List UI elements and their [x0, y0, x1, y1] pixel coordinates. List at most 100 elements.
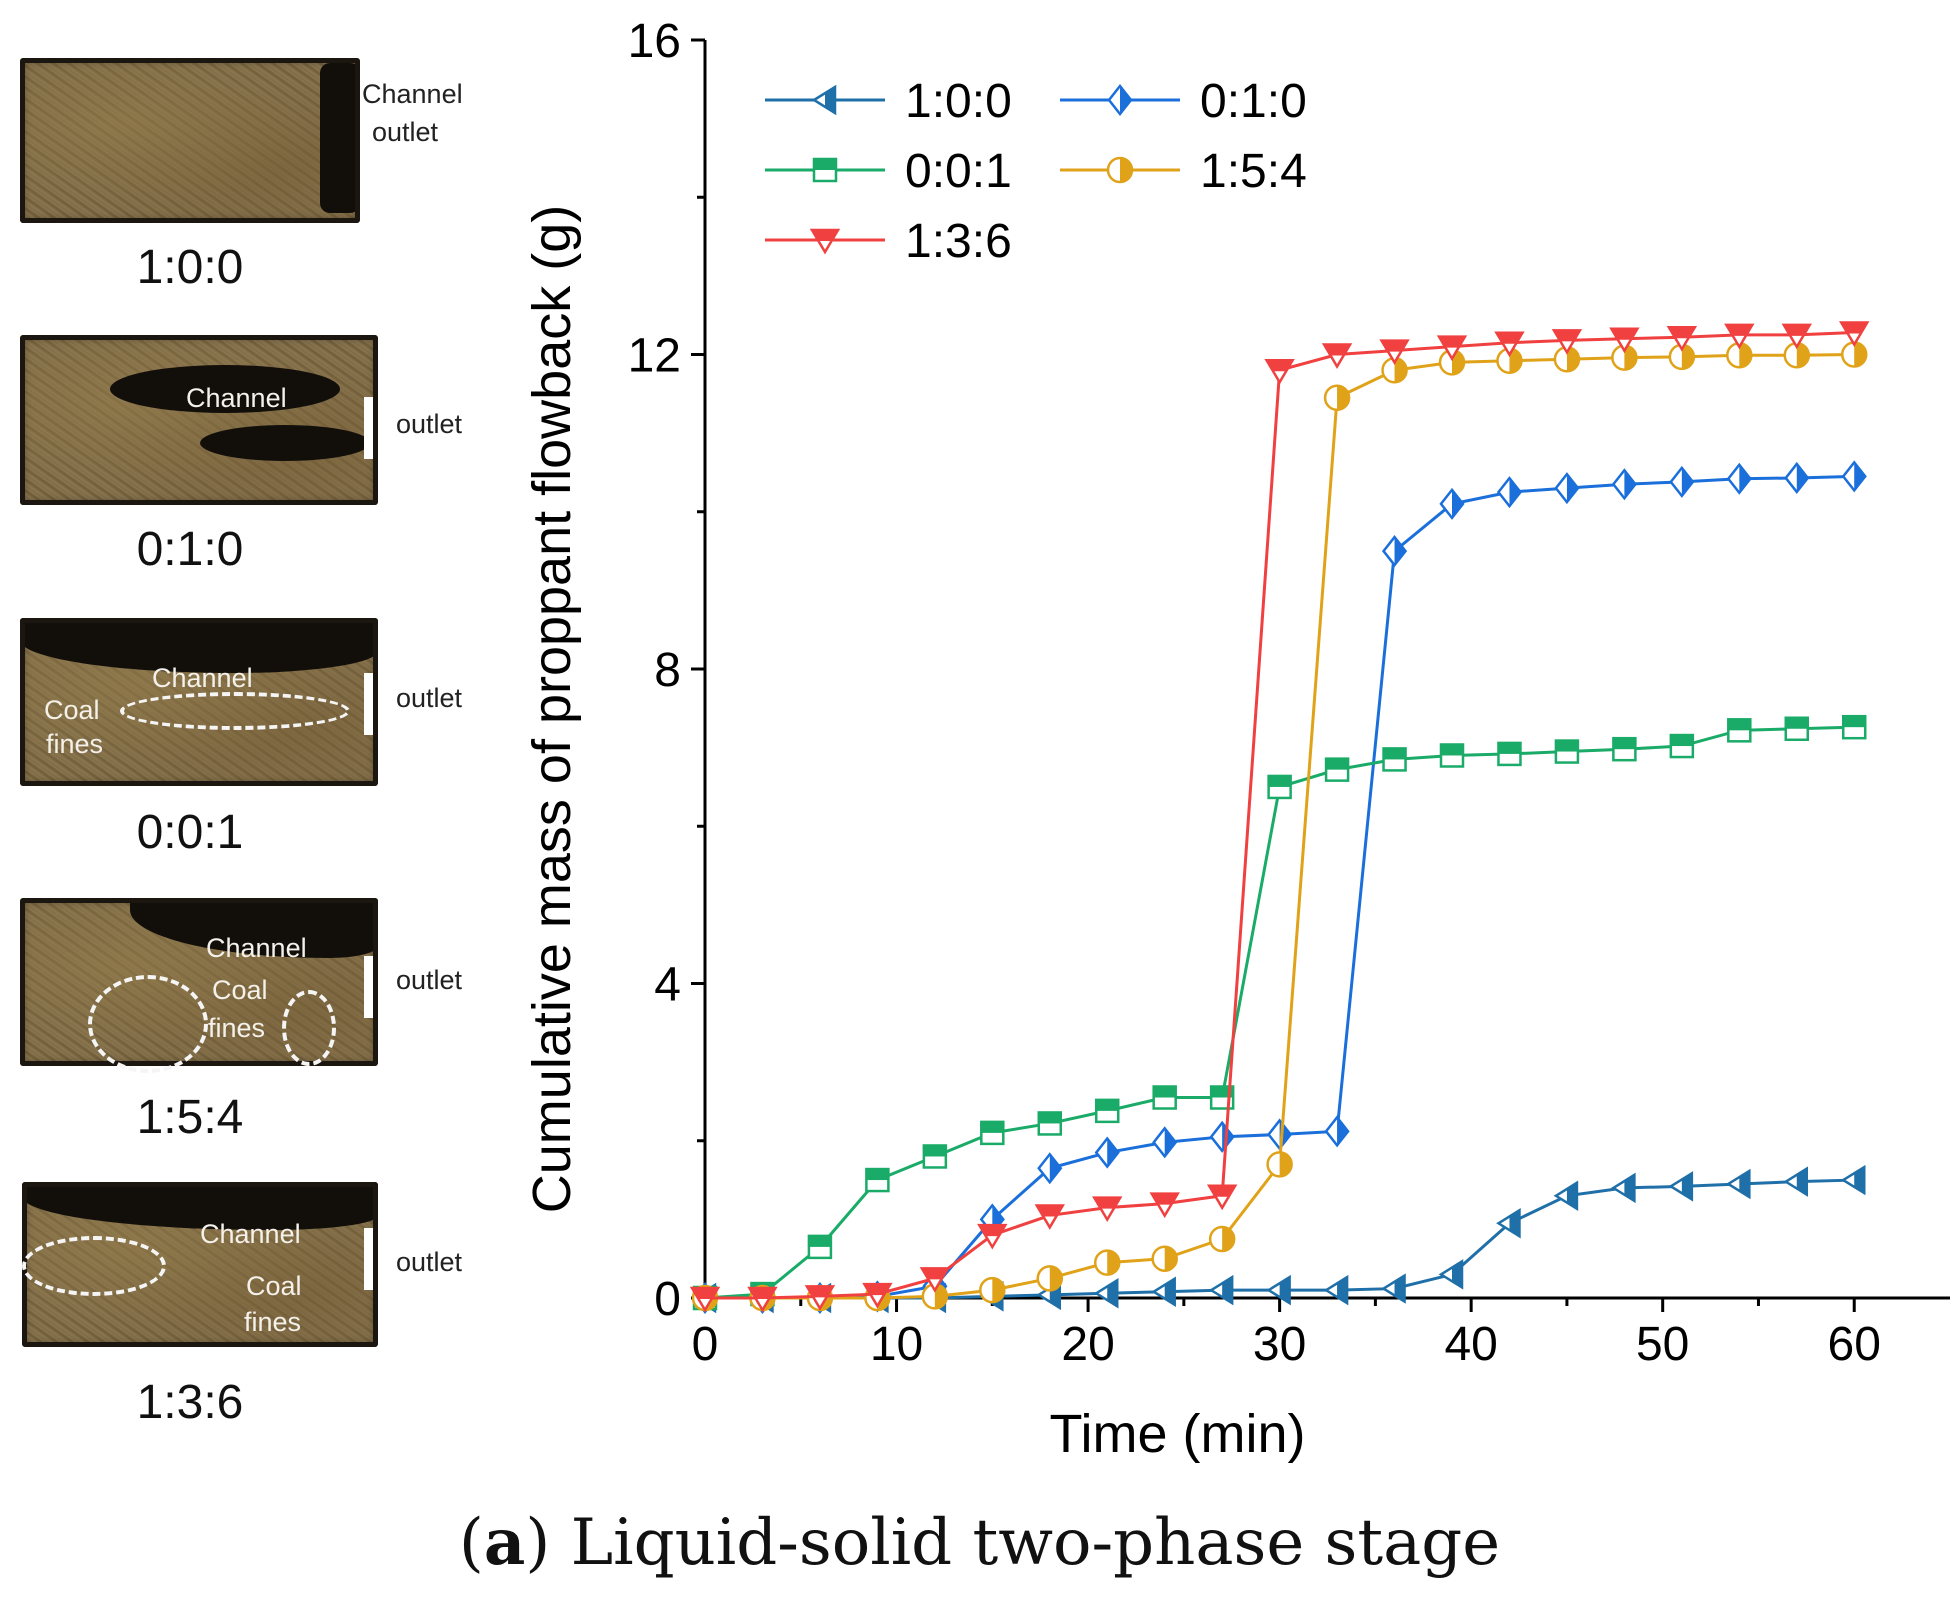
point-fill	[749, 1288, 776, 1299]
point-fill	[806, 1286, 833, 1298]
annotation-outlet: outlet	[396, 965, 463, 995]
point-fill	[1394, 358, 1407, 383]
data-point	[1208, 1225, 1236, 1253]
data-point	[1321, 343, 1353, 369]
annotation-outlet: outlet	[396, 1247, 463, 1277]
point-fill	[992, 1278, 1005, 1303]
x-tick-label: 10	[870, 1318, 923, 1371]
data-point	[1439, 743, 1465, 768]
data-point	[1724, 323, 1755, 350]
point-fill	[1107, 1280, 1118, 1307]
y-axis-label: Cumulative mass of proppant flowback (g)	[522, 205, 582, 1213]
point-fill	[1439, 336, 1465, 348]
point-fill	[1337, 1117, 1349, 1146]
data-point	[1037, 1111, 1063, 1136]
point-fill	[1036, 1205, 1063, 1217]
point-fill	[1211, 1086, 1234, 1098]
annotation-channel: Channel	[206, 933, 307, 963]
sample-label: 1:5:4	[136, 1091, 244, 1144]
legend-item: 1:5:4	[1060, 145, 1307, 198]
point-fill	[1613, 738, 1636, 750]
data-point	[1438, 1259, 1464, 1290]
data-point	[1668, 343, 1696, 371]
legend-item: 1:3:6	[765, 215, 1012, 268]
data-point	[1209, 1120, 1235, 1153]
series-1-3-6	[689, 321, 1870, 1313]
x-tick-label: 60	[1828, 1318, 1881, 1371]
data-point	[1611, 1172, 1636, 1204]
data-point	[1381, 356, 1408, 384]
annotation-outlet: outlet	[396, 409, 463, 439]
data-point	[1093, 1249, 1121, 1276]
point-fill	[1279, 1152, 1292, 1177]
point-fill	[1452, 1261, 1462, 1288]
annotation-fines: fines	[244, 1307, 302, 1337]
series-line	[704, 725, 1855, 1300]
annotation-coal: Coal	[212, 975, 268, 1005]
data-point	[1551, 329, 1583, 355]
data-point	[1267, 774, 1292, 800]
data-point	[1324, 757, 1350, 782]
point-fill	[1739, 343, 1752, 368]
point-fill	[1566, 1182, 1577, 1209]
point-fill	[1107, 1250, 1120, 1275]
series-line	[705, 1178, 1855, 1300]
point-fill	[1796, 1168, 1807, 1195]
point-fill	[934, 1284, 947, 1309]
point-fill	[1566, 474, 1578, 503]
annotation-channel: Channel	[200, 1219, 301, 1249]
data-point	[865, 1167, 890, 1193]
point-fill	[1441, 744, 1463, 756]
data-point	[977, 1223, 1008, 1250]
data-point	[1381, 535, 1408, 568]
point-fill	[1509, 1210, 1520, 1237]
point-fill	[1094, 1197, 1121, 1209]
x-tick-label: 0	[692, 1318, 719, 1371]
point-fill	[1222, 1227, 1235, 1252]
data-point	[807, 1234, 833, 1260]
y-tick-label: 16	[628, 15, 681, 68]
point-fill	[1728, 719, 1751, 731]
point-fill	[1120, 86, 1131, 114]
data-point	[1092, 1196, 1123, 1223]
data-point	[1554, 472, 1580, 505]
data-point	[1554, 739, 1580, 764]
sample-label: 1:3:6	[136, 1376, 244, 1429]
sample-label: 1:0:0	[136, 241, 244, 294]
point-fill	[1038, 1112, 1061, 1124]
data-point	[1725, 1168, 1751, 1200]
point-fill	[1796, 343, 1809, 368]
data-point	[1784, 461, 1810, 494]
data-point	[747, 1286, 778, 1313]
point-fill	[1509, 478, 1521, 507]
point-fill	[1624, 345, 1637, 370]
data-point	[812, 157, 838, 183]
point-fill	[864, 1284, 891, 1296]
point-fill	[1164, 1278, 1175, 1305]
point-fill	[1394, 1275, 1405, 1302]
point-fill	[1151, 1193, 1178, 1205]
data-point	[1107, 83, 1133, 117]
point-fill	[1681, 467, 1693, 496]
point-fill	[1854, 462, 1866, 491]
coal-fines-highlight	[120, 692, 350, 730]
data-point	[804, 1285, 836, 1311]
data-point	[1206, 1184, 1238, 1211]
x-axis-label: Time (min)	[1050, 1404, 1306, 1464]
legend-item: 0:1:0	[1060, 75, 1307, 128]
legend-item: 0:0:1	[765, 145, 1012, 198]
legend-label: 0:1:0	[1200, 75, 1307, 128]
point-fill	[1624, 470, 1636, 499]
point-fill	[1726, 324, 1753, 336]
data-point	[1669, 733, 1695, 759]
point-fill	[1555, 740, 1578, 752]
data-point	[1496, 1208, 1521, 1239]
point-fill	[1279, 1277, 1290, 1304]
point-fill	[808, 1235, 831, 1247]
data-point	[1553, 1180, 1579, 1212]
point-fill	[1383, 748, 1406, 760]
data-point	[1497, 741, 1522, 767]
data-point	[1323, 1274, 1349, 1306]
data-point	[1726, 342, 1753, 369]
